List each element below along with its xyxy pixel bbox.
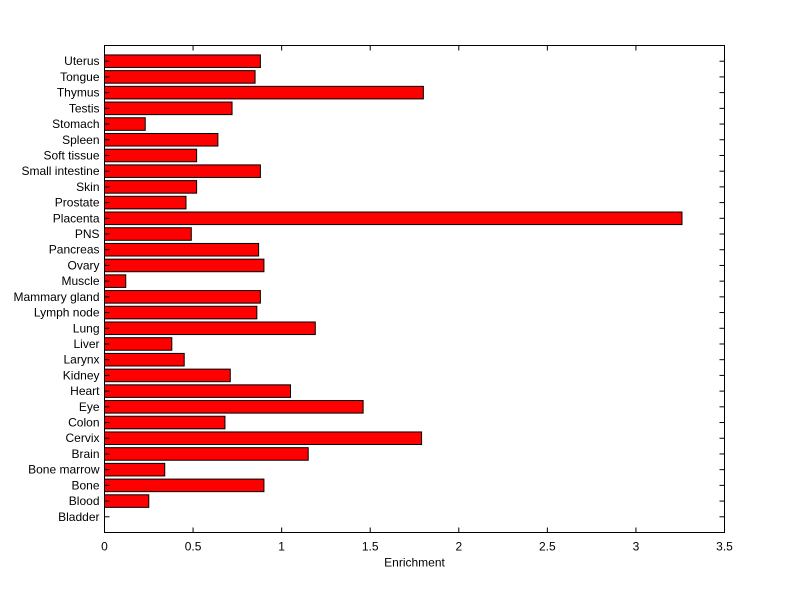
bar-pancreas: [104, 242, 260, 257]
bar-larynx: [104, 352, 185, 367]
y-tick-label: Testis: [69, 101, 100, 115]
bar-small-intestine: [104, 164, 261, 178]
bar-cervix: [104, 431, 423, 446]
x-tick-label: 0: [101, 540, 108, 554]
x-tick-label: 3.5: [716, 540, 733, 554]
y-tick-label: Colon: [68, 416, 99, 430]
bar-ovary: [104, 258, 265, 273]
bar-liver: [104, 337, 173, 351]
y-tick-label: Thymus: [57, 86, 100, 100]
bar-lymph-node: [104, 305, 258, 320]
y-tick-label: Stomach: [52, 117, 99, 131]
x-tick-labels: 0 0.5 1 1.5 2 2.5 3 3.5: [101, 540, 733, 554]
bar-eye: [104, 400, 364, 414]
y-tick-label: Brain: [71, 447, 99, 461]
bar-blood: [104, 494, 150, 508]
y-tick-label: Lymph node: [34, 306, 100, 320]
bar-stomach: [104, 117, 146, 131]
bar-soft-tissue: [104, 148, 198, 163]
bar-spleen: [104, 132, 219, 147]
y-tick-label: Soft tissue: [43, 148, 99, 162]
y-tick-label: Mammary gland: [13, 290, 99, 304]
ticks-group: [104, 45, 725, 533]
y-tick-label: Lung: [73, 321, 100, 335]
bar-colon: [104, 415, 226, 430]
x-tick-label: 0.5: [185, 540, 202, 554]
y-tick-label: Uterus: [64, 54, 99, 68]
bar-kidney: [104, 368, 231, 383]
plot-frame: [104, 45, 725, 533]
bar-testis: [104, 101, 233, 116]
y-tick-label: Blood: [69, 494, 100, 508]
x-tick-label: 2.5: [539, 540, 556, 554]
bar-placenta: [104, 211, 683, 226]
y-tick-label: Larynx: [63, 353, 99, 367]
y-tick-label: Liver: [73, 337, 99, 351]
y-tick-label: Placenta: [53, 211, 100, 225]
y-tick-label: Prostate: [55, 196, 100, 210]
x-tick-label: 3: [633, 540, 640, 554]
y-tick-label: Bone marrow: [28, 463, 100, 477]
y-tick-label: Cervix: [65, 431, 99, 445]
y-tick-label: Small intestine: [21, 164, 99, 178]
y-tick-label: Spleen: [62, 133, 99, 147]
x-tick-label: 1: [278, 540, 285, 554]
bar-bone-marrow: [104, 462, 166, 477]
y-tick-label: Tongue: [60, 70, 100, 84]
bar-uterus: [104, 54, 261, 68]
y-tick-label: Kidney: [63, 368, 100, 382]
y-tick-label: Muscle: [61, 274, 99, 288]
y-tick-label: PNS: [75, 227, 100, 241]
bar-bone: [104, 478, 265, 493]
x-tick-label: 1.5: [362, 540, 379, 554]
y-tick-label: Ovary: [67, 258, 99, 272]
bar-tongue: [104, 70, 256, 84]
y-tick-label: Bone: [71, 478, 99, 492]
x-axis-label: Enrichment: [384, 556, 445, 570]
x-tick-label: 2: [455, 540, 462, 554]
bar-brain: [104, 447, 309, 461]
y-tick-label: Pancreas: [49, 243, 100, 257]
bar-mammary-gland: [104, 290, 261, 304]
y-tick-label: Bladder: [58, 510, 99, 524]
bar-pns: [104, 227, 192, 241]
bar-prostate: [104, 195, 187, 210]
y-tick-label: Skin: [76, 180, 99, 194]
y-tick-label: Heart: [70, 384, 100, 398]
bar-skin: [104, 180, 198, 194]
y-tick-label: Eye: [79, 400, 100, 414]
bar-thymus: [104, 85, 424, 100]
bar-lung: [104, 321, 316, 336]
bar-heart: [104, 384, 291, 398]
